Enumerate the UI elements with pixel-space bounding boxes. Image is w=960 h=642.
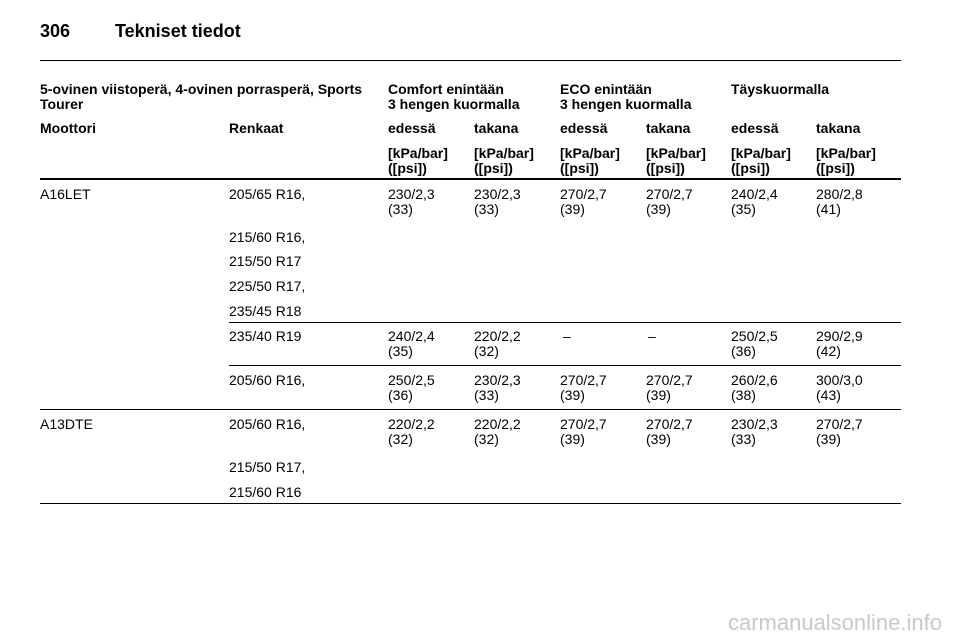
tyre-size-cell: 215/50 R17 xyxy=(229,253,302,269)
pressure-cell: 260/2,6 (38) xyxy=(731,372,778,403)
engine-cell: A16LET xyxy=(40,186,91,202)
unit-label: [kPa/bar] ([psi]) xyxy=(560,145,620,176)
pressure-cell: – xyxy=(563,328,571,344)
tyre-size-cell: 215/60 R16, xyxy=(229,229,306,245)
unit-label: [kPa/bar] ([psi]) xyxy=(731,145,791,176)
pressure-cell: 270/2,7 (39) xyxy=(560,416,607,447)
row-divider xyxy=(229,365,901,366)
row-divider xyxy=(40,409,901,410)
pressure-cell: 270/2,7 (39) xyxy=(560,186,607,217)
engine-cell: A13DTE xyxy=(40,416,93,432)
pressure-cell: 280/2,8 (41) xyxy=(816,186,863,217)
pressure-cell: 220/2,2 (32) xyxy=(474,328,521,359)
table-top-rule xyxy=(40,60,901,61)
tyre-size-cell: 235/45 R18 xyxy=(229,303,302,319)
pressure-cell: 270/2,7 (39) xyxy=(816,416,863,447)
column-header-eco-rear: takana xyxy=(646,120,691,136)
column-header-engine: Moottori xyxy=(40,120,96,136)
page-number: 306 xyxy=(40,21,71,41)
unit-label: [kPa/bar] ([psi]) xyxy=(646,145,706,176)
watermark: carmanualsonline.info xyxy=(727,610,942,635)
table-bottom-rule xyxy=(40,503,901,504)
tyre-size-cell: 225/50 R17, xyxy=(229,278,306,294)
pressure-cell: 220/2,2 (32) xyxy=(388,416,435,447)
eco-group-header: ECO enintään 3 hengen kuormalla xyxy=(560,81,692,112)
pressure-cell: 230/2,3 (33) xyxy=(731,416,778,447)
pressure-cell: 270/2,7 (39) xyxy=(646,416,693,447)
pressure-cell: 290/2,9 (42) xyxy=(816,328,863,359)
column-header-eco-front: edessä xyxy=(560,120,608,136)
column-header-tyres: Renkaat xyxy=(229,120,284,136)
pressure-cell: 240/2,4 (35) xyxy=(731,186,778,217)
comfort-group-header: Comfort enintään 3 hengen kuormalla xyxy=(388,81,520,112)
group-label: 5-ovinen viistoperä, 4-ovinen porrasperä… xyxy=(40,81,363,112)
tyre-size-cell: 215/60 R16 xyxy=(229,484,302,500)
unit-label: [kPa/bar] ([psi]) xyxy=(474,145,534,176)
unit-label: [kPa/bar] ([psi]) xyxy=(816,145,876,176)
pressure-cell: 300/3,0 (43) xyxy=(816,372,863,403)
pressure-cell: 230/2,3 (33) xyxy=(474,372,521,403)
column-header-full-front: edessä xyxy=(731,120,779,136)
tyre-size-cell: 215/50 R17, xyxy=(229,459,306,475)
pressure-cell: 250/2,5 (36) xyxy=(731,328,778,359)
column-header-comfort-rear: takana xyxy=(474,120,519,136)
tyre-size-cell: 235/40 R19 xyxy=(229,328,302,344)
pressure-cell: 230/2,3 (33) xyxy=(388,186,435,217)
pressure-cell: 270/2,7 (39) xyxy=(560,372,607,403)
column-header-full-rear: takana xyxy=(816,120,861,136)
tyre-size-cell: 205/65 R16, xyxy=(229,186,306,202)
pressure-cell: 240/2,4 (35) xyxy=(388,328,435,359)
pressure-cell: 270/2,7 (39) xyxy=(646,186,693,217)
tyre-size-cell: 205/60 R16, xyxy=(229,372,306,388)
header-bottom-rule xyxy=(40,178,901,180)
unit-label: [kPa/bar] ([psi]) xyxy=(388,145,448,176)
pressure-cell: 250/2,5 (36) xyxy=(388,372,435,403)
row-divider xyxy=(229,322,901,323)
column-header-comfort-front: edessä xyxy=(388,120,436,136)
page-title: Tekniset tiedot xyxy=(115,21,241,41)
pressure-cell: 220/2,2 (32) xyxy=(474,416,521,447)
tyre-size-cell: 205/60 R16, xyxy=(229,416,306,432)
pressure-cell: 270/2,7 (39) xyxy=(646,372,693,403)
pressure-cell: – xyxy=(648,328,656,344)
full-load-group-header: Täyskuormalla xyxy=(731,81,830,97)
pressure-cell: 230/2,3 (33) xyxy=(474,186,521,217)
